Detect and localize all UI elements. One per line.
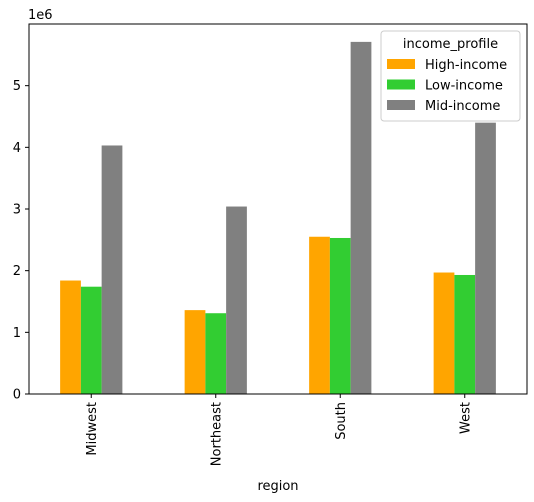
legend-swatch-mid-income (387, 100, 415, 110)
x-tick-label-south: South (334, 402, 349, 440)
y-tick-label: 0 (13, 388, 21, 403)
x-axis-label: region (257, 479, 298, 494)
y-tick-label: 1 (13, 326, 21, 341)
bar-northeast-low-income (205, 313, 227, 394)
bar-west-low-income (454, 274, 476, 394)
x-tick-label-northeast: Northeast (209, 402, 224, 466)
bar-south-mid-income (350, 41, 372, 394)
legend-swatch-low-income (387, 79, 415, 90)
bar-south-high-income (309, 236, 330, 394)
y-tick-label: 2 (13, 264, 21, 279)
x-axis: Midwest Northeast South West (85, 394, 473, 466)
bar-midwest-low-income (80, 286, 102, 394)
y-tick-label: 3 (13, 203, 21, 218)
x-tick-label-west: West (458, 402, 473, 434)
bar-northeast-mid-income (226, 206, 247, 394)
bar-midwest-mid-income (101, 145, 123, 394)
legend-label-mid-income: Mid-income (425, 99, 500, 114)
legend-box (380, 30, 521, 122)
legend: income_profile High-income Low-income Mid-… (380, 30, 521, 122)
legend-label-low-income: Low-income (425, 79, 503, 94)
bar-west-mid-income (475, 122, 496, 395)
x-tick-label-midwest: Midwest (85, 402, 100, 456)
y-axis-offset-label: 1e6 (28, 8, 53, 23)
bar-south-low-income (329, 237, 351, 394)
legend-title: income_profile (403, 37, 498, 52)
y-axis: 0 1 2 3 4 5 (13, 79, 29, 403)
bars-layer (60, 41, 496, 395)
bar-northeast-high-income (184, 310, 206, 394)
legend-swatch-high-income (387, 59, 415, 69)
y-tick-label: 5 (13, 79, 21, 94)
bar-midwest-high-income (60, 280, 81, 394)
y-tick-label: 4 (13, 141, 21, 156)
legend-label-high-income: High-income (425, 58, 507, 73)
bar-west-high-income (433, 272, 455, 394)
